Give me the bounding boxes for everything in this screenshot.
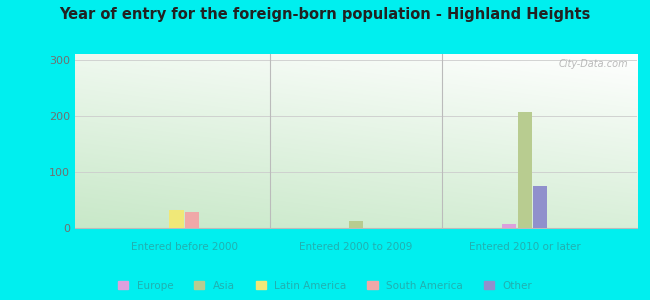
Bar bbox=[349, 221, 363, 228]
Text: City-Data.com: City-Data.com bbox=[559, 59, 629, 69]
Text: Entered 2000 to 2009: Entered 2000 to 2009 bbox=[299, 242, 413, 252]
Text: Year of entry for the foreign-born population - Highland Heights: Year of entry for the foreign-born popul… bbox=[59, 8, 591, 22]
Bar bbox=[533, 186, 547, 228]
Legend: Europe, Asia, Latin America, South America, Other: Europe, Asia, Latin America, South Ameri… bbox=[114, 277, 536, 295]
Text: Entered before 2000: Entered before 2000 bbox=[131, 242, 238, 252]
Bar bbox=[517, 112, 532, 228]
Text: Entered 2010 or later: Entered 2010 or later bbox=[469, 242, 580, 252]
Bar bbox=[170, 210, 183, 228]
Bar bbox=[502, 224, 516, 228]
Bar bbox=[185, 212, 200, 228]
